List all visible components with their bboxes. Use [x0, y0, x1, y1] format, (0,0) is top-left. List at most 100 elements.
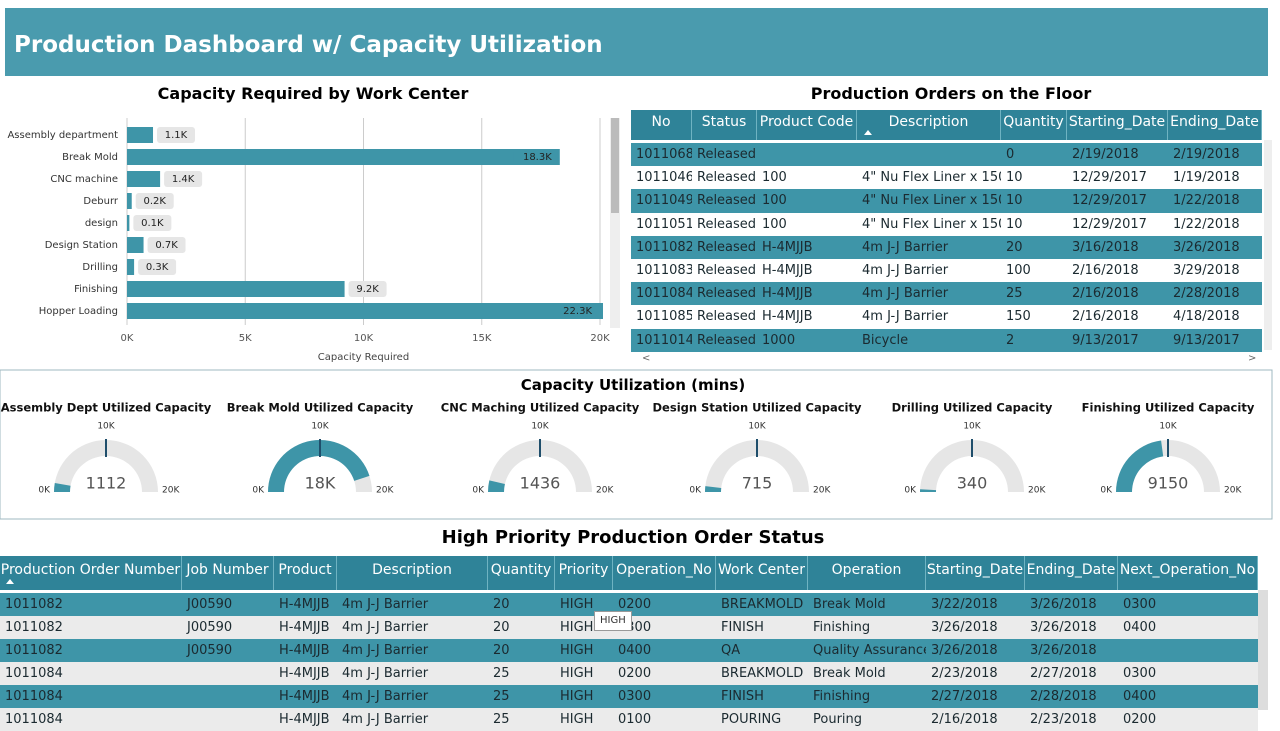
- table-cell: 4m J-J Barrier: [342, 597, 429, 612]
- gauge-track: [1116, 440, 1220, 492]
- table-cell: H-4MJJB: [762, 286, 813, 302]
- table-cell: 0: [1006, 147, 1015, 162]
- table-cell: 1011051: [636, 216, 692, 232]
- data-label-bg: [135, 193, 174, 209]
- table-cell: 4m J-J Barrier: [862, 309, 949, 325]
- table-cell: J00590: [187, 597, 233, 612]
- data-label: 1.4K: [172, 174, 195, 185]
- bar-chart-title: Capacity Required by Work Center: [157, 84, 469, 103]
- table-cell: 4m J-J Barrier: [862, 239, 949, 255]
- gauge-track: [54, 440, 158, 492]
- data-label-bg: [513, 149, 558, 165]
- table-cell: 9/13/2017: [1173, 332, 1240, 348]
- y-tick-label: CNC machine: [50, 174, 118, 185]
- table-cell: 1011068: [636, 147, 692, 162]
- table-cell: 2: [1006, 332, 1015, 348]
- table-cell: 1011083: [636, 263, 692, 278]
- table-cell: 3/26/2018: [1030, 597, 1097, 612]
- table-cell: 1011082: [5, 643, 63, 658]
- table-cell: 25: [493, 689, 510, 704]
- data-label-bg: [164, 171, 203, 187]
- table-cell: 4m J-J Barrier: [342, 666, 429, 681]
- bar: [127, 215, 130, 231]
- gauge-tick-label: 20K: [596, 486, 614, 496]
- column-header: Ending_Date: [1168, 110, 1262, 140]
- x-tick-label: 10K: [354, 333, 374, 344]
- table-cell: 0400: [1123, 620, 1157, 635]
- table-cell: H-4MJJB: [762, 309, 813, 325]
- table-cell: 9/13/2017: [1072, 332, 1139, 348]
- table-cell: Quality Assurance: [813, 643, 926, 658]
- gauge-value: 340: [957, 474, 988, 493]
- data-label: 0.7K: [155, 240, 178, 251]
- x-tick-label: 15K: [472, 333, 492, 344]
- bar: [127, 171, 161, 187]
- data-label-bg: [157, 127, 196, 143]
- table-cell: 2/23/2018: [931, 666, 998, 681]
- gauge-title: Assembly Dept Utilized Capacity: [1, 401, 212, 415]
- bar: [127, 193, 132, 209]
- table-cell: H-4MJJB: [279, 689, 330, 704]
- table-cell: 12/29/2017: [1072, 193, 1147, 209]
- table-cell: 4m J-J Barrier: [342, 689, 429, 704]
- table-cell: 0200: [1123, 712, 1157, 727]
- x-tick-label: 0K: [121, 333, 134, 344]
- table-cell: HIGH: [560, 666, 594, 681]
- column-header: Starting_Date: [926, 556, 1025, 590]
- table-cell: HIGH: [560, 689, 594, 704]
- table-cell: 0200: [618, 597, 652, 612]
- table-cell: 100: [762, 216, 787, 232]
- data-label-bg: [133, 215, 172, 231]
- table-cell: 4/18/2018: [1173, 309, 1240, 325]
- table-cell: 4m J-J Barrier: [862, 263, 949, 278]
- table-cell: 1011049: [636, 193, 692, 209]
- table-cell: Break Mold: [813, 666, 886, 681]
- table-cell: 2/19/2018: [1173, 147, 1240, 162]
- table-row: [631, 235, 1262, 259]
- table-cell: Released: [697, 286, 757, 302]
- gauge-tick-label: 0K: [38, 486, 51, 496]
- table-cell: 1/19/2018: [1173, 170, 1240, 186]
- scrollbar-track: [610, 118, 620, 328]
- dashboard-title: Production Dashboard w/ Capacity Utiliza…: [14, 32, 603, 58]
- gauge-fill: [488, 480, 505, 492]
- x-tick-label: 5K: [239, 333, 252, 344]
- gauge-fill: [920, 489, 937, 492]
- table-cell: 4m J-J Barrier: [342, 712, 429, 727]
- table-row: [631, 166, 1262, 190]
- gauge-tick-label: 10K: [531, 422, 549, 432]
- table-cell: 1011046: [636, 170, 692, 186]
- table-cell: 10: [1006, 216, 1023, 232]
- y-tick-label: Break Mold: [62, 152, 118, 163]
- orders-table-title: Production Orders on the Floor: [810, 84, 1092, 103]
- column-header: No: [631, 110, 692, 140]
- table-cell: H-4MJJB: [279, 643, 330, 658]
- table-cell: Finishing: [813, 620, 871, 635]
- table-cell: 0400: [618, 643, 652, 658]
- table-cell: Released: [697, 239, 757, 255]
- y-tick-label: Design Station: [45, 240, 118, 251]
- table-cell: 25: [493, 666, 510, 681]
- gauge-tick-label: 10K: [97, 422, 115, 432]
- table-cell: Released: [697, 147, 757, 162]
- table-cell: 10: [1006, 193, 1023, 209]
- gauge-title: Break Mold Utilized Capacity: [227, 401, 414, 415]
- table-cell: 2/16/2018: [1072, 263, 1139, 278]
- table-cell: 25: [1006, 286, 1023, 302]
- table-cell: 2/23/2018: [1030, 712, 1097, 727]
- gauge-value: 715: [742, 474, 773, 493]
- table-cell: FINISH: [721, 620, 764, 635]
- table-cell: 1011082: [5, 597, 63, 612]
- gauge-value: 18K: [305, 474, 336, 493]
- gauge-fill: [268, 440, 370, 492]
- table-cell: 150: [1006, 309, 1031, 325]
- table-cell: J00590: [187, 620, 233, 635]
- gauge-title: CNC Maching Utilized Capacity: [441, 401, 640, 415]
- table-cell: 1011084: [5, 712, 63, 727]
- table-cell: H-4MJJB: [762, 263, 813, 278]
- bar: [127, 237, 144, 253]
- table-cell: 1011084: [5, 666, 63, 681]
- data-label-bg: [138, 259, 177, 275]
- column-header: Quantity: [488, 556, 555, 590]
- table-cell: HIGH: [560, 620, 594, 635]
